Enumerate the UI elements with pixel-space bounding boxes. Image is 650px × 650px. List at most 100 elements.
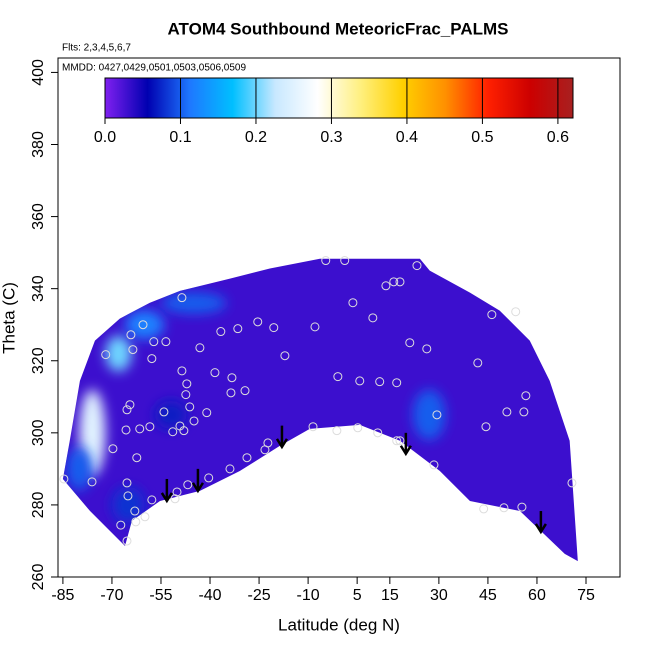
sample-point <box>122 478 132 488</box>
plot-frame <box>57 57 621 578</box>
sample-point <box>59 474 69 484</box>
sample-point <box>168 427 178 437</box>
sample-point <box>132 453 142 463</box>
arrow-head <box>534 523 547 535</box>
sample-point <box>177 366 187 376</box>
sample-point <box>128 345 138 355</box>
y-tick-label: 260 <box>30 564 47 591</box>
x-tick-label: 30 <box>430 587 448 604</box>
sample-point <box>405 338 415 348</box>
sample-point <box>242 453 252 463</box>
sample-point <box>389 277 399 287</box>
x-tick-label: 75 <box>577 587 595 604</box>
sample-point <box>432 410 442 420</box>
sample-point <box>373 428 383 438</box>
sample-point <box>479 504 489 514</box>
sample-point <box>135 424 145 434</box>
sample-point <box>130 506 140 516</box>
y-tick-label: 300 <box>30 419 47 446</box>
sample-point <box>381 281 391 291</box>
sample-point <box>121 425 131 435</box>
sample-point <box>308 422 318 432</box>
sample-point <box>87 477 97 487</box>
field-patch <box>111 486 145 523</box>
sample-point <box>392 378 402 388</box>
sample-point <box>204 473 214 483</box>
sample-point <box>519 407 529 417</box>
y-axis-label: Theta (C) <box>0 282 18 354</box>
sample-point <box>481 422 491 432</box>
colorbar-tick-label: 0.4 <box>396 129 418 146</box>
sample-point <box>210 368 220 378</box>
sample-point <box>355 376 365 386</box>
x-tick-label: -40 <box>198 587 221 604</box>
field-patch <box>105 335 132 372</box>
x-tick-label: 15 <box>381 587 399 604</box>
sample-point <box>429 460 439 470</box>
sample-point <box>131 517 141 527</box>
sample-point <box>348 298 358 308</box>
colorbar-tick-label: 0.1 <box>169 129 191 146</box>
x-tick-label: -70 <box>100 587 123 604</box>
field-patch <box>125 310 165 340</box>
sample-point <box>147 495 157 505</box>
sample-point <box>179 426 189 436</box>
sample-point <box>122 405 132 415</box>
sample-point <box>332 426 342 436</box>
sample-point <box>487 310 497 320</box>
y-tick-label: 320 <box>30 347 47 374</box>
sample-point <box>395 436 405 446</box>
sample-point <box>108 444 118 454</box>
arrow-head <box>275 438 289 450</box>
sample-point <box>502 407 512 417</box>
field-patch <box>412 389 446 441</box>
colorbar <box>104 77 574 119</box>
sample-point <box>195 343 205 353</box>
sample-point <box>333 372 343 382</box>
x-tick-label: 45 <box>479 587 497 604</box>
x-tick-label: -55 <box>149 587 172 604</box>
sample-point <box>375 377 385 387</box>
sample-point <box>240 386 250 396</box>
colorbar-tick-label: 0.3 <box>320 129 342 146</box>
arrow <box>160 478 173 504</box>
sample-point <box>321 256 331 266</box>
sample-point <box>517 502 527 512</box>
sample-point <box>161 337 171 347</box>
x-axis-label: Latitude (deg N) <box>278 615 400 634</box>
x-tick-label: -85 <box>51 587 74 604</box>
colorbar-tick-label: 0.2 <box>245 129 267 146</box>
sample-point <box>473 358 483 368</box>
sample-point <box>185 402 195 412</box>
sample-point <box>202 408 212 418</box>
sample-point <box>263 438 273 448</box>
sample-point <box>182 379 192 389</box>
sample-point <box>181 390 191 400</box>
sample-point <box>269 323 279 333</box>
colorbar-tick-label: 0.0 <box>94 129 116 146</box>
sample-point <box>183 480 193 490</box>
field-patch <box>154 400 188 430</box>
sample-point <box>225 464 235 474</box>
x-tick-label: -25 <box>248 587 271 604</box>
arrow-head <box>160 492 173 504</box>
arrow-head <box>191 482 204 494</box>
sample-point <box>189 416 199 426</box>
field-patch <box>160 292 227 314</box>
sample-point <box>499 503 509 513</box>
colorbar-tick-label: 0.6 <box>547 129 569 146</box>
sample-point <box>140 512 150 522</box>
x-tick-label: -10 <box>297 587 320 604</box>
y-tick-label: 400 <box>30 59 47 86</box>
sample-point <box>511 307 521 317</box>
arrow-head <box>399 445 412 457</box>
y-tick-label: 360 <box>30 203 47 230</box>
sample-point <box>392 436 402 446</box>
sample-point <box>567 478 577 488</box>
sample-point <box>147 354 157 364</box>
sample-point <box>412 261 422 271</box>
sample-point <box>149 337 159 347</box>
annotation: MMDD: 0427,0429,0501,0503,0506,0509 <box>62 63 246 74</box>
sample-point <box>395 277 405 287</box>
